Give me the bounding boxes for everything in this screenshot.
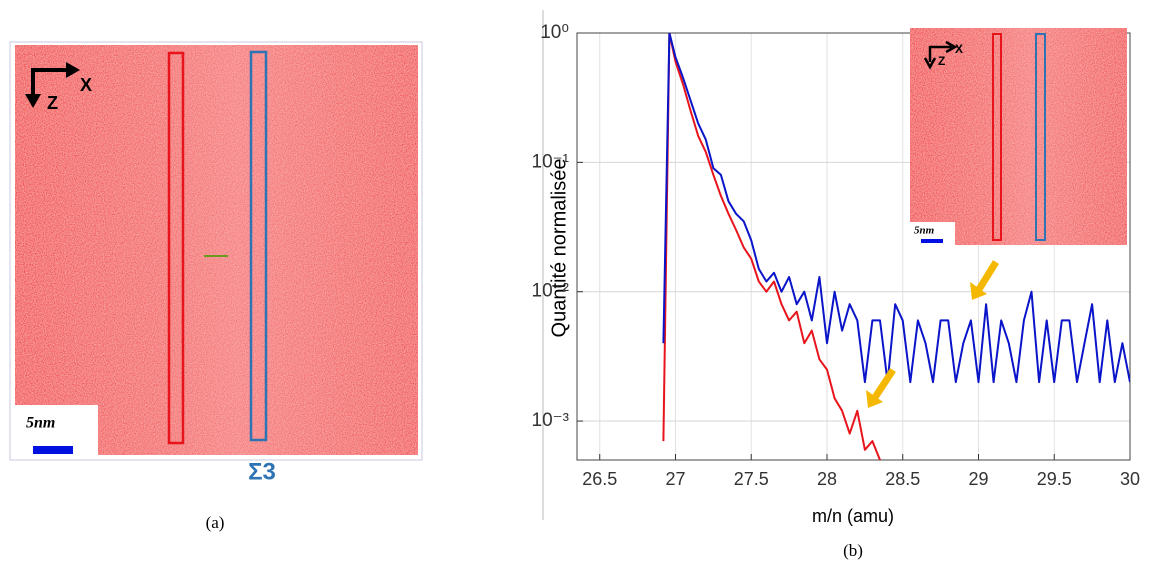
x-tick-label: 28.5 — [885, 469, 920, 489]
arrow-head — [866, 390, 883, 408]
inset-scale-bar — [921, 239, 943, 243]
y-tick-label: 10⁻¹ — [532, 151, 570, 172]
axes-icon — [25, 62, 80, 108]
series-line — [662, 33, 1130, 384]
inset-scale-label: 5nm — [914, 225, 935, 237]
red-region — [992, 33, 1002, 241]
arrow-head — [970, 282, 987, 300]
scale-label: 5nm — [26, 415, 55, 432]
caption: (b) — [843, 541, 863, 560]
arrow — [871, 368, 896, 401]
series-line — [662, 33, 881, 460]
y-tick-label: 10⁻² — [532, 281, 570, 302]
x-axis-title: m/n (amu) — [812, 506, 894, 526]
blue-region — [1035, 33, 1046, 241]
red-region — [167, 51, 185, 445]
x-tick-label: 29 — [968, 469, 988, 489]
x-tick-label: 27 — [665, 469, 685, 489]
arrow — [975, 260, 999, 293]
boundary-label: Σ3 — [248, 458, 276, 485]
inset-axis-x: X — [955, 42, 963, 56]
axes-icon — [923, 40, 958, 70]
blue-region — [249, 50, 268, 442]
x-tick-label: 28 — [817, 469, 837, 489]
scale-bar — [33, 446, 73, 454]
y-tick-label: 10⁰ — [540, 22, 569, 43]
axis-z-label: Z — [47, 93, 58, 113]
caption: (a) — [206, 513, 225, 532]
y-axis-title: Quantité normalisée — [548, 159, 570, 338]
y-tick-label: 10⁻³ — [532, 410, 570, 431]
axis-x-label: X — [80, 75, 92, 95]
x-tick-label: 30 — [1120, 469, 1140, 489]
panel-a: X Z 5nm Σ3 (a) — [9, 41, 423, 532]
chart: m/n (amu) Quantité normalisée (b) — [548, 159, 894, 560]
frame — [9, 41, 423, 461]
atom-map — [15, 45, 418, 455]
plot-frame — [576, 32, 1131, 461]
x-tick-label: 27.5 — [734, 469, 769, 489]
x-tick-label: 29.5 — [1037, 469, 1072, 489]
inset-map — [910, 28, 1127, 245]
inset: XZ 5nm — [910, 28, 1127, 245]
x-tick-label: 26.5 — [582, 469, 617, 489]
inset-axis-z: Z — [938, 54, 945, 68]
